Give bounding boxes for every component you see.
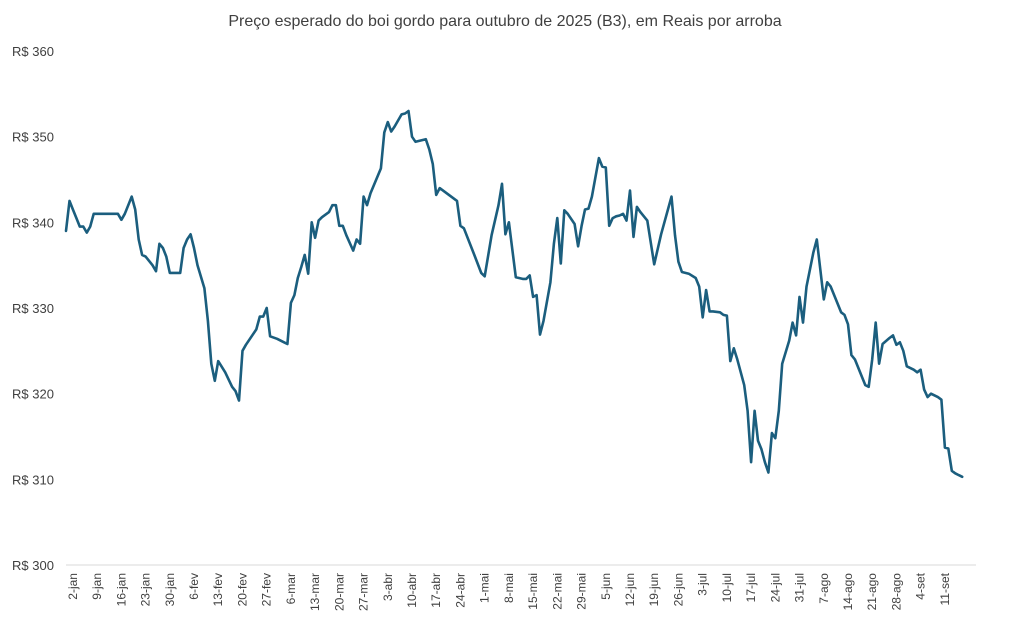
x-tick-label: 12-jun [623, 573, 637, 606]
x-tick-label: 21-ago [865, 573, 879, 611]
x-tick-label: 13-mar [308, 573, 322, 611]
x-tick-label: 14-ago [841, 573, 855, 611]
x-tick-label: 3-jul [696, 573, 710, 596]
y-tick-label: R$ 350 [12, 130, 54, 145]
x-tick-label: 27-fev [260, 573, 274, 606]
x-tick-label: 24-jul [768, 573, 782, 602]
x-tick-label: 17-jul [744, 573, 758, 602]
x-tick-label: 31-jul [793, 573, 807, 602]
y-tick-label: R$ 330 [12, 301, 54, 316]
x-tick-label: 15-mai [526, 573, 540, 610]
y-tick-label: R$ 340 [12, 215, 54, 230]
plot-area [64, 109, 964, 479]
x-tick-label: 20-fev [235, 573, 249, 606]
x-tick-label: 10-jul [720, 573, 734, 602]
y-axis: R$ 300 R$ 310 R$ 320 R$ 330 R$ 340 R$ 350 R$ 3… [12, 44, 54, 573]
series-line [64, 109, 964, 479]
x-tick-label: 3-abr [381, 573, 395, 601]
y-tick-label: R$ 360 [12, 44, 54, 59]
x-tick-label: 23-jan [139, 573, 153, 606]
x-tick-label: 7-ago [817, 573, 831, 604]
x-tick-label: 19-jun [647, 573, 661, 606]
x-tick-label: 6-fev [187, 573, 201, 600]
x-tick-label: 4-set [914, 572, 928, 599]
x-tick-label: 1-mai [478, 573, 492, 603]
x-tick-label: 27-mar [357, 573, 371, 611]
x-tick-label: 28-ago [889, 573, 903, 611]
x-tick-label: 17-abr [429, 573, 443, 608]
y-tick-label: R$ 300 [12, 558, 54, 573]
chart-title: Preço esperado do boi gordo para outubro… [228, 13, 781, 30]
x-tick-label: 8-mai [502, 573, 516, 603]
x-tick-label: 9-jan [90, 573, 104, 600]
x-tick-label: 5-jun [599, 573, 613, 600]
y-tick-label: R$ 310 [12, 472, 54, 487]
x-tick-label: 13-fev [211, 573, 225, 606]
x-tick-label: 16-jan [114, 573, 128, 606]
x-axis: 2-jan 9-jan 16-jan 23-jan 30-jan 6-fev 13-fev 2… [66, 564, 976, 611]
x-tick-label: 22-mai [550, 573, 564, 610]
x-tick-label: 11-set [938, 572, 952, 605]
x-tick-label: 29-mai [575, 573, 589, 610]
x-tick-label: 20-mar [332, 573, 346, 611]
x-tick-label: 26-jun [671, 573, 685, 606]
x-tick-label: 10-abr [405, 573, 419, 608]
x-tick-label: 6-mar [284, 573, 298, 604]
x-tick-label: 2-jan [66, 573, 80, 600]
x-tick-label: 30-jan [163, 573, 177, 606]
x-tick-label: 24-abr [453, 573, 467, 608]
y-tick-label: R$ 320 [12, 387, 54, 402]
